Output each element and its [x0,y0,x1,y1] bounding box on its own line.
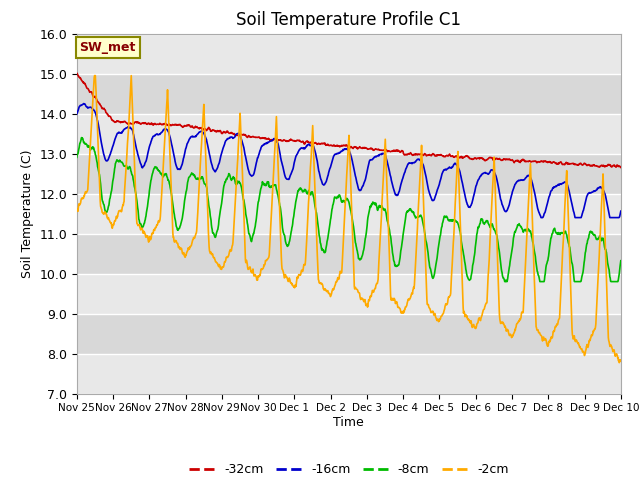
Bar [77,73,621,114]
Bar [77,313,621,354]
X-axis label: Time: Time [333,416,364,429]
Bar [77,234,621,274]
Legend: -32cm, -16cm, -8cm, -2cm: -32cm, -16cm, -8cm, -2cm [184,458,513,480]
Bar [77,274,621,313]
Bar [77,34,621,73]
Y-axis label: Soil Temperature (C): Soil Temperature (C) [20,149,34,278]
Text: SW_met: SW_met [79,41,136,54]
Bar [77,114,621,154]
Bar [77,193,621,234]
Title: Soil Temperature Profile C1: Soil Temperature Profile C1 [236,11,461,29]
Bar [77,154,621,193]
Bar [77,354,621,394]
